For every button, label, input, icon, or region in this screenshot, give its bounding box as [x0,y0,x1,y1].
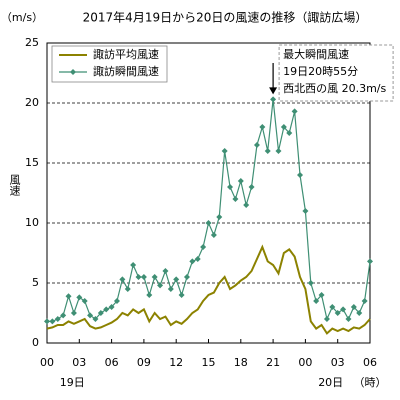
data-point [119,276,126,283]
data-point [146,292,153,298]
day-label: 20日 [318,376,343,389]
y-tick-label: 10 [25,216,39,229]
data-point [253,142,260,148]
data-point [280,124,287,130]
data-point [189,258,196,265]
data-point [44,318,50,325]
data-point [157,282,164,289]
data-point [302,208,309,214]
data-point [49,318,56,325]
x-tick-label: 12 [169,356,183,369]
data-point [356,310,363,316]
data-point [334,310,341,316]
x-tick-label: 06 [363,356,377,369]
data-point [151,274,158,280]
data-point [270,96,277,103]
series-line [47,99,371,322]
data-point [361,298,368,304]
data-point [275,148,282,154]
data-point [259,124,266,130]
annotation-box [278,44,394,102]
y-tick-label: 25 [25,36,39,49]
data-point [297,172,304,178]
data-point [65,293,72,300]
series-line [46,244,371,335]
data-point [124,286,131,292]
y-tick-label: 0 [32,336,39,349]
data-point [367,258,373,265]
data-point [87,312,94,319]
data-point [135,274,142,280]
legend-marker [70,69,76,75]
annotation-text: 最大瞬間風速 [283,47,349,61]
data-point [286,130,293,136]
data-point [345,316,352,322]
y-tick-label: 20 [25,96,39,109]
data-point [194,256,201,262]
data-point [291,108,298,115]
x-tick-label: 00 [298,356,312,369]
data-point [329,304,336,310]
data-point [60,312,67,319]
y-axis-label: 風速 [8,174,21,196]
data-point [350,304,357,310]
data-point [200,244,207,250]
annotation-text: 西北西の風 20.3m/s [283,82,386,95]
data-point [248,184,255,190]
data-point [210,232,217,238]
data-point [97,310,104,316]
data-point [108,304,115,310]
legend-label: 諏訪瞬間風速 [93,64,159,78]
day-label: 19日 [60,376,85,389]
data-point [264,148,271,154]
legend-box [51,45,168,83]
data-point [81,298,88,304]
x-tick-label: 21 [266,356,280,369]
data-point [130,262,137,268]
data-point [221,148,228,154]
x-unit-label: （時） [354,376,387,389]
x-tick-label: 00 [40,356,54,369]
data-point [103,306,110,313]
data-point [318,292,325,298]
data-point [216,214,223,220]
annotation-text: 19日20時55分 [283,65,358,78]
data-point [178,292,185,298]
y-tick-label: 5 [32,276,39,289]
data-point [183,274,190,280]
data-point [113,298,120,304]
x-tick-label: 03 [72,356,86,369]
y-tick-label: 15 [25,156,39,169]
data-point [323,316,330,322]
data-point [205,220,212,226]
legend-label: 諏訪平均風速 [93,47,159,61]
data-point [232,196,239,202]
chart-title: 2017年4月19日から20日の風速の推移（諏訪広場） [83,10,368,25]
data-point [237,178,244,184]
data-point [243,202,250,208]
data-point [227,184,234,190]
data-point [92,316,99,322]
data-point [173,276,180,283]
data-point [54,316,61,322]
data-point [167,286,174,292]
data-point [140,274,147,280]
data-point [340,306,347,313]
annotation-arrowhead [269,87,278,95]
x-tick-label: 06 [105,356,119,369]
data-point [313,298,320,304]
x-tick-label: 18 [234,356,248,369]
data-point [70,310,77,316]
x-tick-label: 15 [202,356,216,369]
x-tick-label: 03 [331,356,345,369]
data-point [307,280,314,286]
unit-label: （m/s） [1,11,43,24]
data-point [76,294,83,301]
x-tick-label: 09 [137,356,151,369]
data-point [162,268,169,274]
